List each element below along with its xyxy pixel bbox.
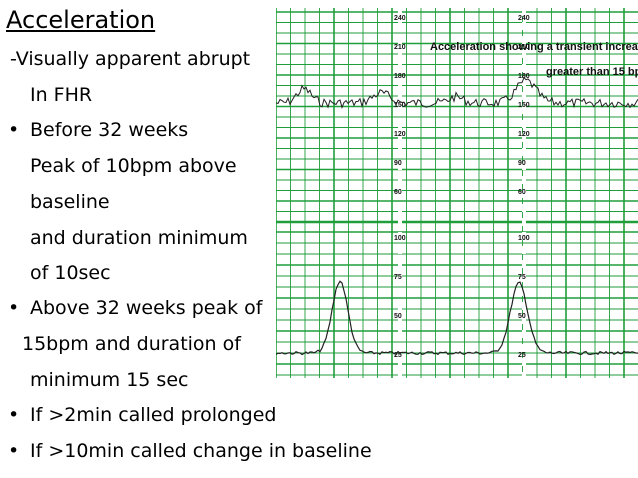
scale-label: 60: [518, 189, 526, 196]
ctg-scale-labels: 240 210 180 150 120 90 60 100 75 50 25 240 210 180 150…: [394, 15, 530, 359]
scale-label: 25: [518, 352, 526, 359]
scale-label: 100: [394, 235, 406, 242]
scale-label: 25: [394, 352, 402, 359]
scale-label: 150: [394, 102, 406, 109]
bullet-icon: •: [8, 297, 20, 319]
scale-label: 50: [394, 313, 402, 320]
bullet-icon: •: [8, 404, 20, 426]
scale-label: 75: [518, 274, 526, 281]
text-line-1: -Visually apparent abrupt: [10, 48, 251, 70]
scale-label: 210: [394, 44, 406, 51]
bullet-icon: •: [8, 119, 20, 141]
scale-label: 75: [394, 274, 402, 281]
text-line-10: minimum 15 sec: [30, 369, 189, 391]
scale-label: 90: [518, 160, 526, 167]
scale-label: 210: [518, 44, 530, 51]
scale-label: 150: [518, 102, 530, 109]
acceleration-annotation-line1: Acceleration showing a transient increas…: [430, 41, 638, 53]
scale-label: 240: [394, 15, 406, 22]
scale-label: 50: [518, 313, 526, 320]
text-line-8: Above 32 weeks peak of: [30, 297, 263, 319]
text-line-3: Before 32 weeks: [30, 119, 189, 141]
scale-label: 60: [394, 189, 402, 196]
scale-label: 90: [394, 160, 402, 167]
text-line-6: and duration minimum: [30, 227, 248, 249]
ctg-trace-image: 240 210 180 150 120 90 60 100 75 50 25 240 210 180 150…: [276, 8, 638, 378]
text-line-12: If >10min called change in baseline: [30, 440, 372, 462]
text-line-5: baseline: [30, 191, 110, 213]
text-line-4: Peak of 10bpm above: [30, 155, 237, 177]
ctg-grid: [276, 8, 638, 378]
text-line-11: If >2min called prolonged: [30, 404, 277, 426]
scale-label: 120: [394, 131, 406, 138]
uterine-activity-trace: [276, 280, 638, 356]
scale-label: 180: [394, 73, 406, 80]
scale-label: 120: [518, 131, 530, 138]
text-line-7: of 10sec: [30, 262, 111, 284]
scale-label: 180: [518, 73, 530, 80]
slide-title: Acceleration: [6, 6, 156, 34]
bullet-icon: •: [8, 440, 20, 462]
ctg-paper-background: [276, 8, 638, 378]
acceleration-annotation-line2: greater than 15 bp: [546, 66, 638, 78]
scale-label: 100: [518, 235, 530, 242]
fhr-trace: [276, 76, 638, 109]
scale-label: 240: [518, 15, 530, 22]
text-line-2: In FHR: [30, 84, 93, 106]
text-line-9: 15bpm and duration of: [22, 333, 241, 355]
